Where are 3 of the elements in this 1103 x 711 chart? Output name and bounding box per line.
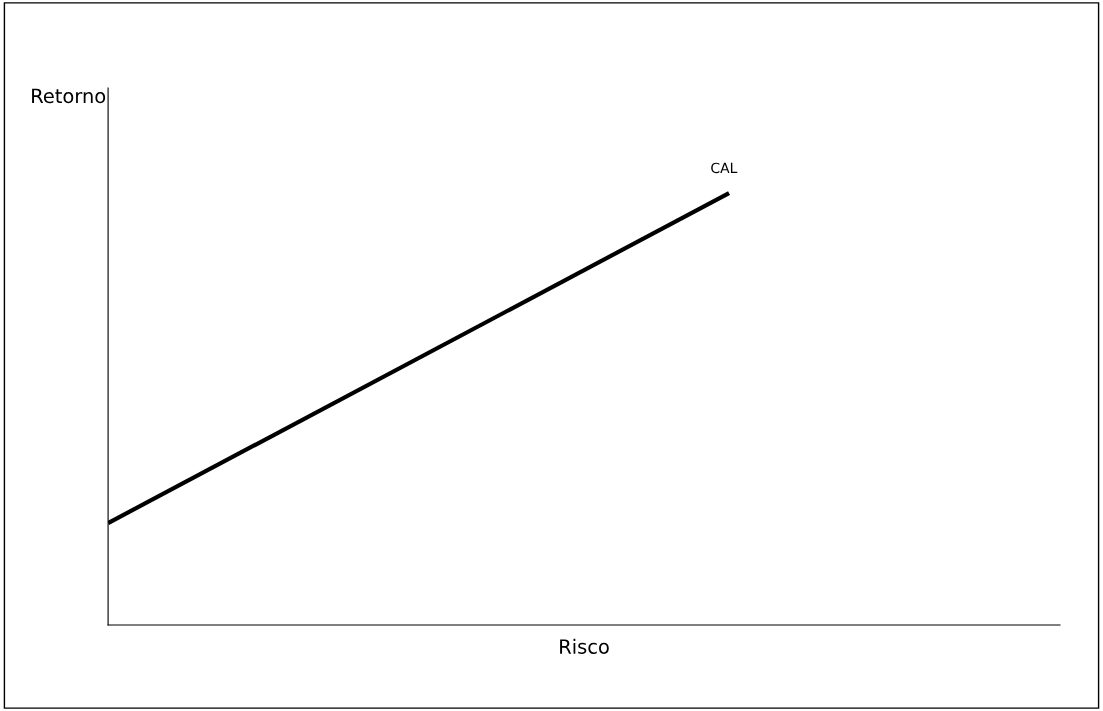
y-axis-title: Retorno bbox=[32, 88, 106, 104]
x-axis-title: Risco bbox=[560, 638, 609, 654]
series-label: CAL bbox=[711, 162, 738, 174]
